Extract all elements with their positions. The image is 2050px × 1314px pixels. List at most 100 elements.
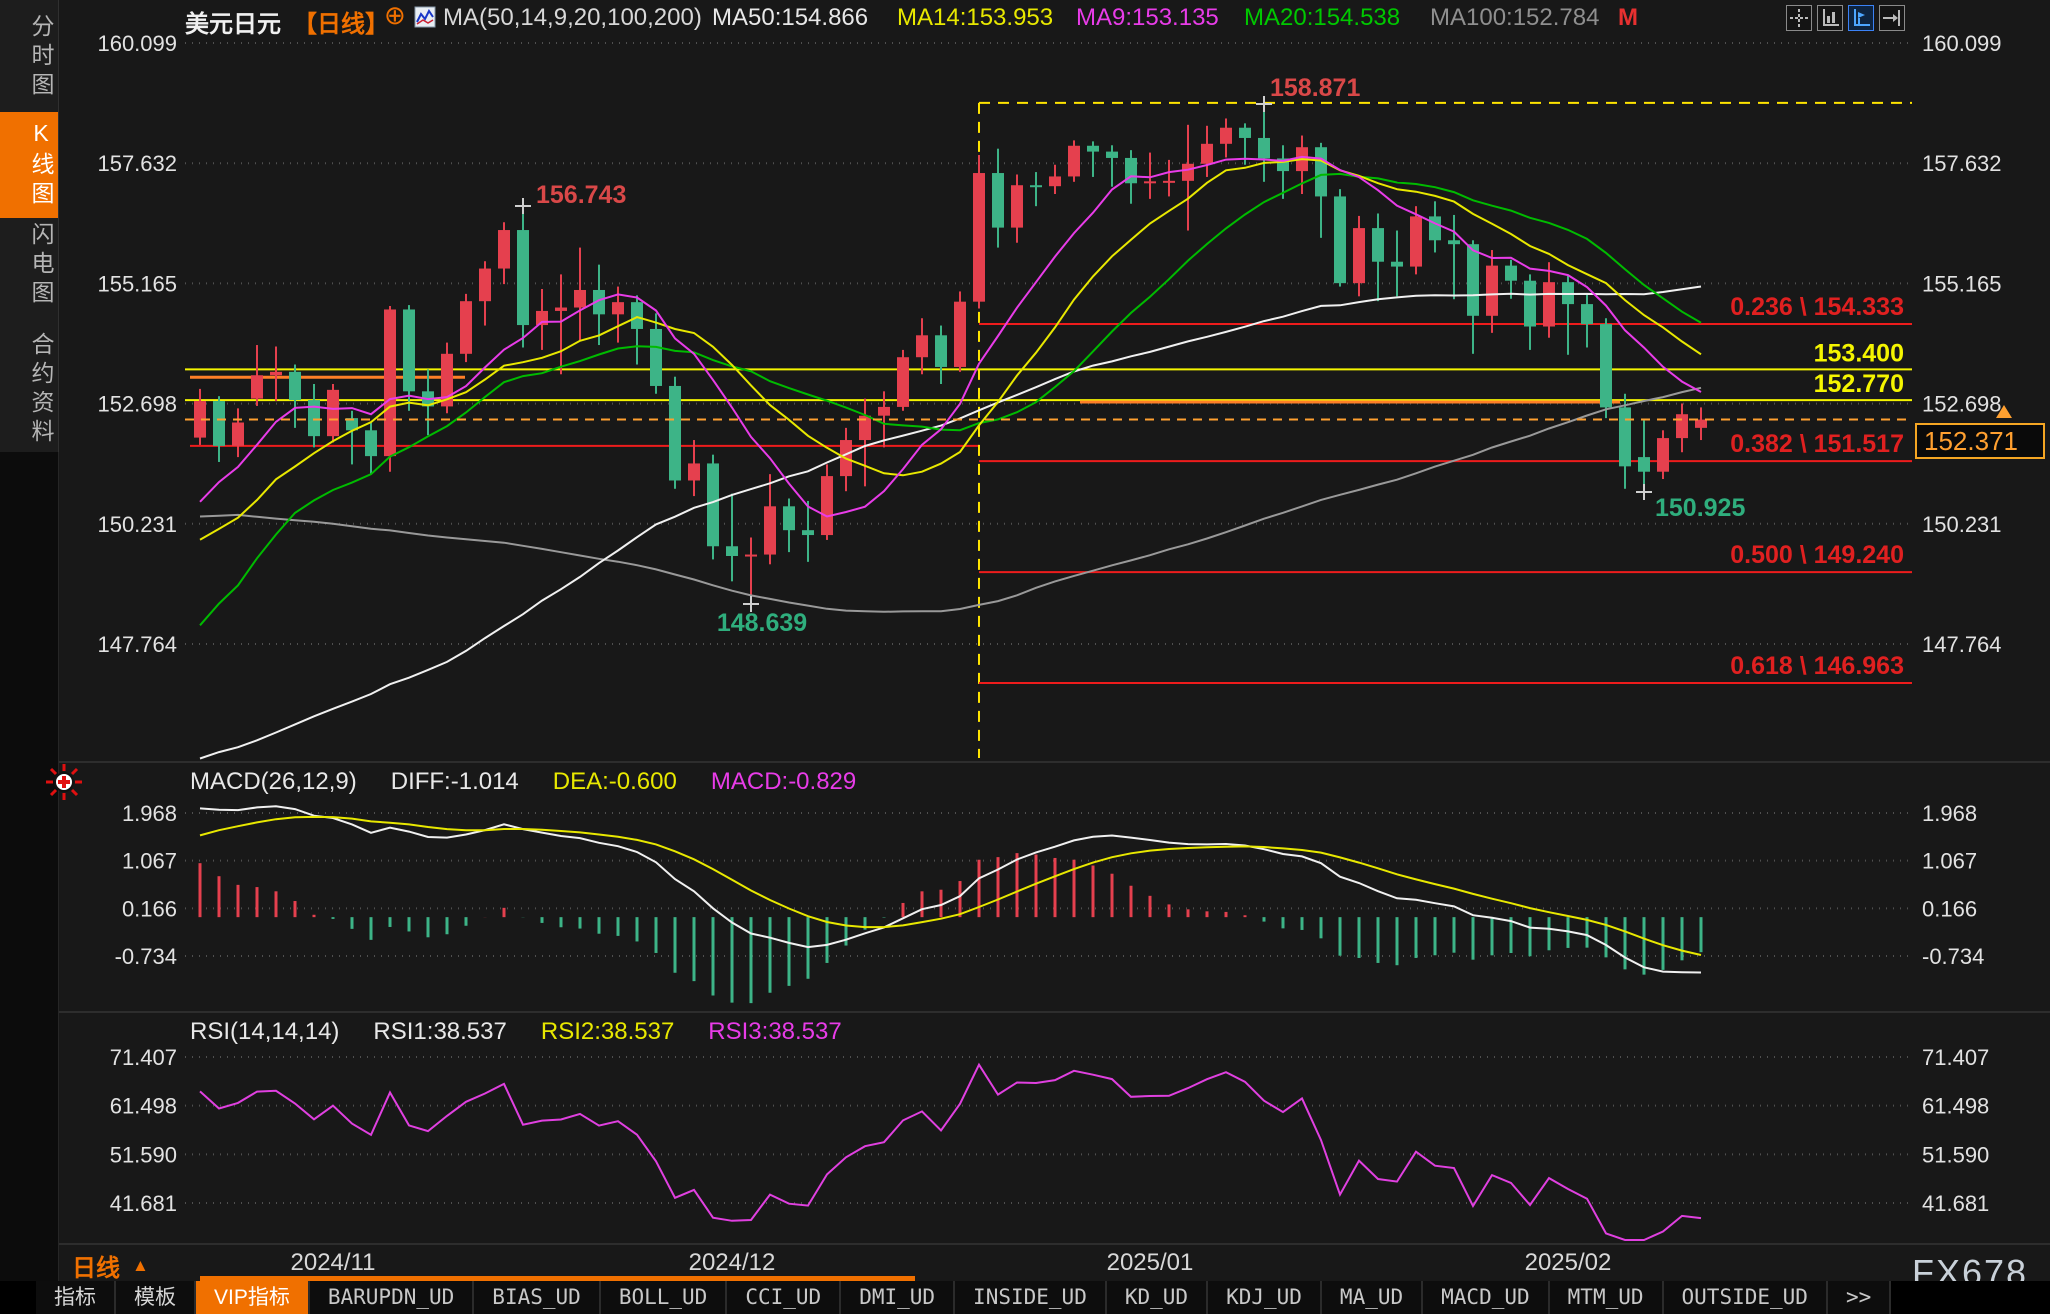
period-arrow-icon: ▲ [132,1255,149,1275]
svg-text:0.166: 0.166 [1922,896,1977,921]
svg-text:0.166: 0.166 [122,896,177,921]
sidebar-item-contract-info[interactable]: 合约资料 [28,332,54,448]
date-axis: 2024/11 2024/12 2025/01 2025/02 [200,1249,1611,1281]
svg-text:0.500 \ 149.240: 0.500 \ 149.240 [1730,541,1904,569]
svg-text:156.743: 156.743 [536,181,626,209]
target-marker-icon [46,764,82,800]
svg-text:41.681: 41.681 [110,1191,177,1216]
svg-text:0.618 \ 146.963: 0.618 \ 146.963 [1730,652,1904,680]
tab-insideud[interactable]: INSIDE_UD [955,1281,1107,1314]
macd-macd-value: MACD:-0.829 [710,768,857,795]
rsi2-value: RSI2:38.537 [540,1018,675,1045]
svg-text:1.968: 1.968 [1922,801,1977,826]
svg-text:152.770: 152.770 [1814,370,1904,398]
tab-指标[interactable]: 指标 [36,1281,116,1314]
panel-dividers [58,761,2050,1245]
tab-vip指标[interactable]: VIP指标 [196,1281,310,1314]
crosshair-tool-button[interactable] [1786,5,1812,31]
svg-text:152.371: 152.371 [1924,426,2018,456]
svg-text:147.764: 147.764 [97,632,177,657]
macd-title: MACD(26,12,9) [190,768,357,795]
svg-text:157.632: 157.632 [97,151,177,176]
period-tag[interactable]: 【日线】 [293,11,389,38]
macd-histogram [198,853,1703,1004]
svg-text:152.698: 152.698 [97,392,177,417]
tab-模板[interactable]: 模板 [116,1281,196,1314]
svg-text:41.681: 41.681 [1922,1191,1989,1216]
svg-text:148.639: 148.639 [717,609,807,637]
macd-gridlines: 1.968 1.968 1.067 1.067 0.166 0.166 -0.734 -0.7… [115,801,1985,969]
rsi3-value: RSI3:38.537 [708,1018,842,1045]
price-annotations: 156.743 148.639 158.871 150.925 [515,74,1745,637]
svg-text:0.236 \ 154.333: 0.236 \ 154.333 [1730,293,1904,321]
yellow-levels: 153.400 152.770 [185,339,1912,402]
tab-dmiud[interactable]: DMI_UD [841,1281,956,1314]
rsi1-value: RSI1:38.537 [373,1018,507,1045]
sidebar-item-time-chart[interactable]: 分时图 [28,14,54,101]
macd-dea-value: DEA:-0.600 [552,768,677,795]
scrollbar-thumb[interactable] [200,1276,915,1281]
axis-scale-tool-button[interactable] [1817,5,1843,31]
tab-cciud[interactable]: CCI_UD [727,1281,842,1314]
svg-text:51.590: 51.590 [1922,1142,1989,1167]
tab-barupdnud[interactable]: BARUPDN_UD [309,1281,475,1314]
rsi-title: RSI(14,14,14) [190,1018,340,1045]
ma50-value: MA50:154.866 [712,4,869,31]
svg-text:150.925: 150.925 [1655,494,1745,522]
chart-type-icon[interactable] [414,6,436,28]
symbol-title: 美元日元 [185,11,281,38]
svg-text:157.632: 157.632 [1922,151,2002,176]
tab-bollud[interactable]: BOLL_UD [600,1281,728,1314]
tab-mtmud[interactable]: MTM_UD [1549,1281,1664,1314]
svg-text:153.400: 153.400 [1814,339,1904,367]
pane-collapse-tool-button[interactable] [1879,5,1905,31]
ma9-value: MA9:153.135 [1076,4,1219,31]
left-sidebar-lower [0,452,59,1314]
svg-text:71.407: 71.407 [110,1045,177,1070]
svg-text:61.498: 61.498 [1922,1094,1989,1119]
svg-text:-0.734: -0.734 [1922,944,1984,969]
svg-text:2025/01: 2025/01 [1107,1249,1194,1276]
left-sidebar [0,0,59,452]
svg-text:0.382 \ 151.517: 0.382 \ 151.517 [1730,430,1904,458]
ma100-value: MA100:152.784 [1430,4,1600,31]
svg-text:147.764: 147.764 [1922,632,2002,657]
fib-retracement: 0.236 \ 154.333 0.382 \ 151.517 0.500 \ 14… [978,101,1912,758]
rsi-label-row: RSI(14,14,14) RSI1:38.537 RSI2:38.537 RS… [190,1018,842,1046]
period-selector[interactable]: 日线 ▲ [72,1248,149,1283]
tab->>[interactable]: >> [1827,1281,1892,1314]
tab-maud[interactable]: MA_UD [1321,1281,1424,1314]
macd-diff-value: DIFF:-1.014 [390,768,519,795]
svg-text:160.099: 160.099 [1922,31,2002,56]
svg-text:155.165: 155.165 [97,271,177,296]
tab-kdjud[interactable]: KDJ_UD [1208,1281,1322,1314]
svg-text:1.067: 1.067 [1922,849,1977,874]
main-gridlines: 160.099 160.099 157.632 157.632 155.165 155.1… [97,31,2001,657]
svg-text:-0.734: -0.734 [115,944,177,969]
svg-text:51.590: 51.590 [110,1142,177,1167]
axis-flag-tool-button-active[interactable] [1848,5,1874,31]
tabbar-corner [0,1281,36,1314]
ma-lines [199,155,1702,760]
candlestick-layer[interactable] [194,102,1707,602]
sidebar-item-flash-chart[interactable]: 闪电图 [28,222,54,309]
indicator-tab-bar: 指标 模板 VIP指标 BARUPDN_UD BIAS_UD BOLL_UD CCI_UD D… [36,1281,2050,1314]
tab-kdud[interactable]: KD_UD [1106,1281,1209,1314]
svg-text:150.231: 150.231 [97,512,177,537]
tab-outsideud[interactable]: OUTSIDE_UD [1663,1281,1828,1314]
tab-macdud[interactable]: MACD_UD [1423,1281,1550,1314]
svg-text:150.231: 150.231 [1922,512,2002,537]
sidebar-item-kline-chart[interactable]: K线图 [0,112,58,218]
svg-text:2025/02: 2025/02 [1525,1249,1612,1276]
svg-text:1.067: 1.067 [122,849,177,874]
ma14-value: MA14:153.953 [897,4,1054,31]
tab-biasud[interactable]: BIAS_UD [474,1281,601,1314]
compare-icon[interactable]: ⊕ [384,0,406,30]
svg-text:152.698: 152.698 [1922,392,2002,417]
svg-text:1.968: 1.968 [122,801,177,826]
svg-text:2024/11: 2024/11 [291,1249,376,1276]
ma-params-label: MA(50,14,9,20,100,200) [443,4,702,31]
svg-text:2024/12: 2024/12 [689,1249,776,1276]
